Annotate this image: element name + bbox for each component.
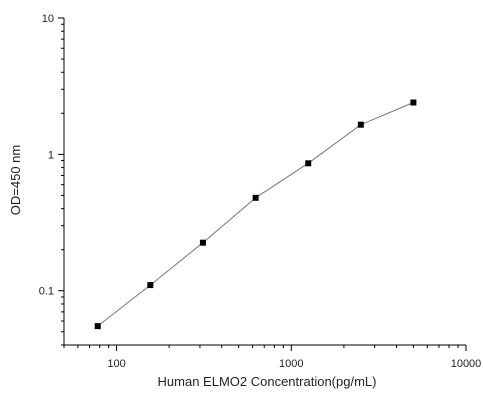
x-tick-label: 100 [107,358,125,370]
data-point [410,99,417,106]
data-point [305,160,312,167]
data-point [199,239,206,246]
data-point [94,323,101,330]
data-point [357,121,364,128]
series-line [97,102,414,327]
y-tick-label: 0.1 [39,286,54,298]
y-tick-label: 10 [42,13,54,25]
axes [63,18,466,346]
data-point [147,282,154,289]
x-tick-label: 1000 [279,358,303,370]
y-axis-label: OD=450 nm [8,145,23,215]
series [94,99,417,330]
x-tick-label: 10000 [451,358,482,370]
x-axis-label: Human ELMO2 Concentration(pg/mL) [158,374,377,389]
y-tick-label: 1 [48,149,54,161]
data-point [252,194,259,201]
ticks: 100 1000 10000 0.1 1 10 [39,13,482,370]
